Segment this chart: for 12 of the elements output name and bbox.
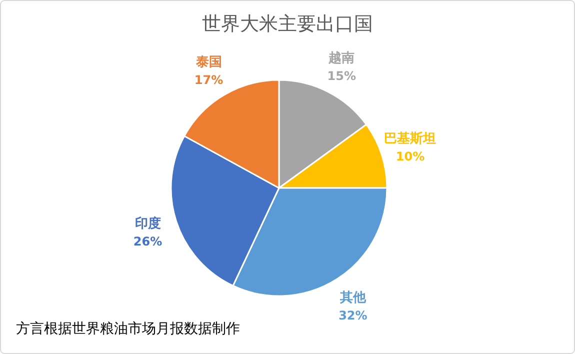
data-label: 10% bbox=[396, 149, 425, 164]
slice-label: 泰国 bbox=[194, 55, 222, 70]
slice-label: 印度 bbox=[134, 216, 161, 232]
text: 方言根据世界粮油市场月报数据制作 bbox=[16, 321, 240, 337]
slice-label: 越南 bbox=[328, 51, 355, 66]
data-label: 15% bbox=[327, 69, 356, 84]
slice-label: 巴基斯坦 bbox=[384, 131, 436, 146]
data-label: 26% bbox=[133, 234, 162, 249]
data-label: 17% bbox=[194, 73, 224, 88]
slice-label: 其他 bbox=[338, 290, 367, 306]
chart-title: 世界大米主要出口国 bbox=[202, 13, 373, 35]
data-label: 32% bbox=[338, 308, 368, 323]
